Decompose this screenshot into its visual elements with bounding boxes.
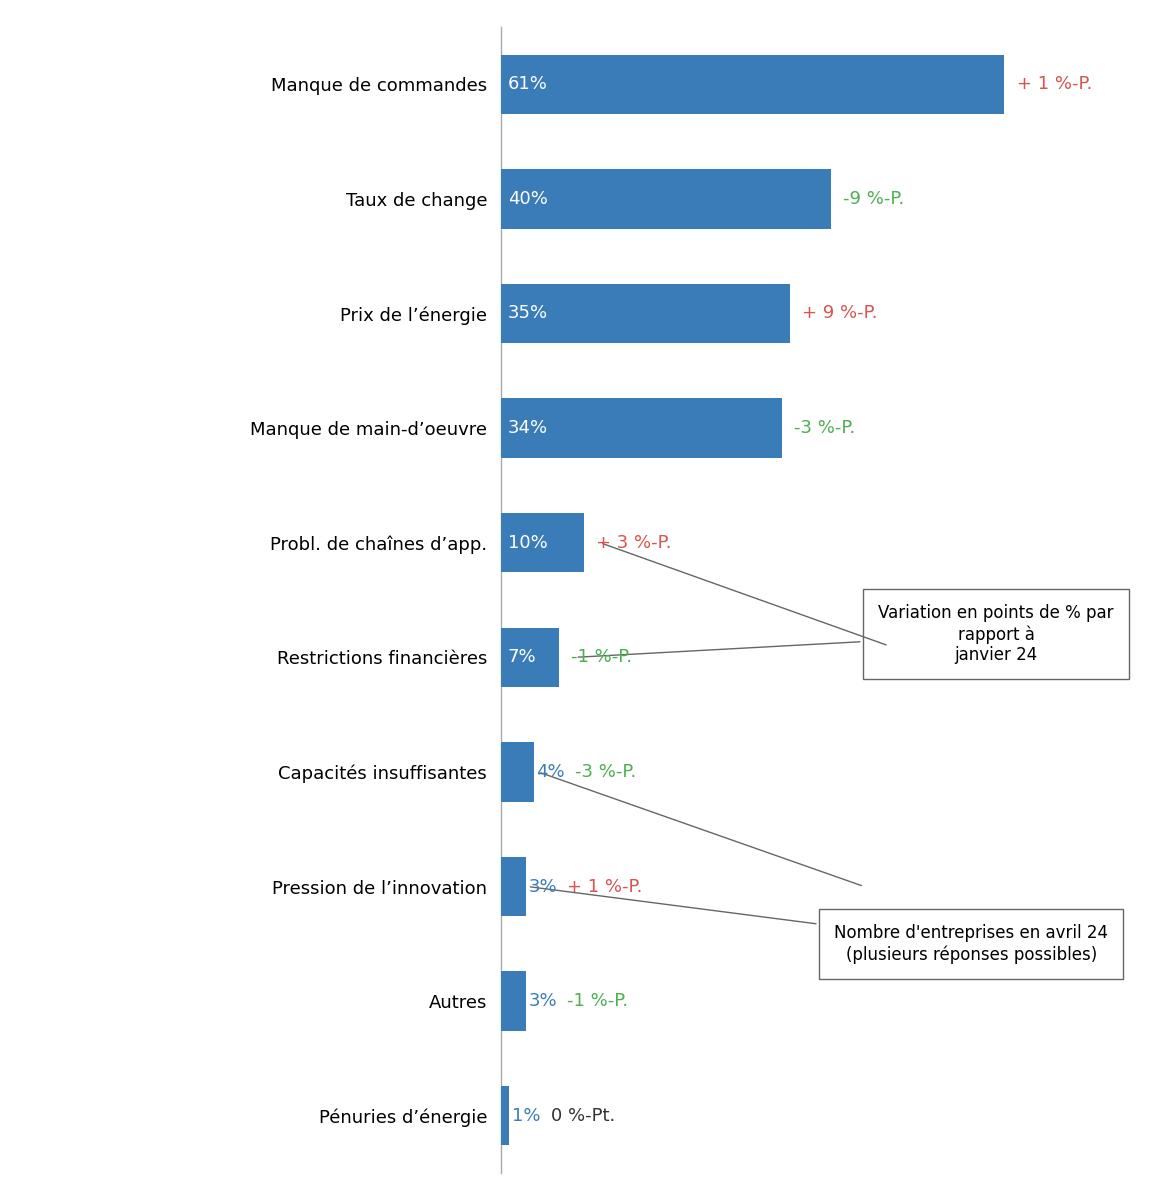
Text: -3 %-P.: -3 %-P. bbox=[575, 763, 636, 781]
Text: Variation en points de % par
rapport à
janvier 24: Variation en points de % par rapport à j… bbox=[579, 605, 1114, 665]
Text: 3%: 3% bbox=[528, 877, 557, 895]
Bar bbox=[501, 512, 583, 572]
Text: 4%: 4% bbox=[536, 763, 566, 781]
Text: -9 %-P.: -9 %-P. bbox=[843, 190, 904, 208]
Bar bbox=[501, 742, 534, 802]
Text: 10%: 10% bbox=[508, 534, 548, 552]
Bar bbox=[501, 628, 559, 688]
Bar bbox=[501, 283, 790, 343]
Text: + 1 %-P.: + 1 %-P. bbox=[567, 877, 642, 895]
Text: 3%: 3% bbox=[528, 992, 557, 1010]
Bar bbox=[501, 1086, 509, 1146]
Text: + 1 %-P.: + 1 %-P. bbox=[1016, 76, 1093, 94]
Text: 7%: 7% bbox=[508, 648, 536, 666]
Bar bbox=[501, 857, 526, 917]
Text: -1 %-P.: -1 %-P. bbox=[567, 992, 628, 1010]
Bar bbox=[501, 169, 831, 229]
Bar bbox=[501, 971, 526, 1031]
Text: Nombre d'entreprises en avril 24
(plusieurs réponses possibles): Nombre d'entreprises en avril 24 (plusie… bbox=[530, 887, 1108, 964]
Text: -1 %-P.: -1 %-P. bbox=[572, 648, 633, 666]
Bar bbox=[501, 398, 782, 458]
Text: 40%: 40% bbox=[508, 190, 548, 208]
Text: -3 %-P.: -3 %-P. bbox=[794, 419, 855, 437]
Text: 34%: 34% bbox=[508, 419, 548, 437]
Text: + 3 %-P.: + 3 %-P. bbox=[596, 534, 671, 552]
Bar bbox=[501, 54, 1004, 114]
Text: 61%: 61% bbox=[508, 76, 548, 94]
Text: 0 %-Pt.: 0 %-Pt. bbox=[550, 1106, 615, 1124]
Text: + 9 %-P.: + 9 %-P. bbox=[802, 305, 877, 323]
Text: 35%: 35% bbox=[508, 305, 548, 323]
Text: 1%: 1% bbox=[512, 1106, 540, 1124]
